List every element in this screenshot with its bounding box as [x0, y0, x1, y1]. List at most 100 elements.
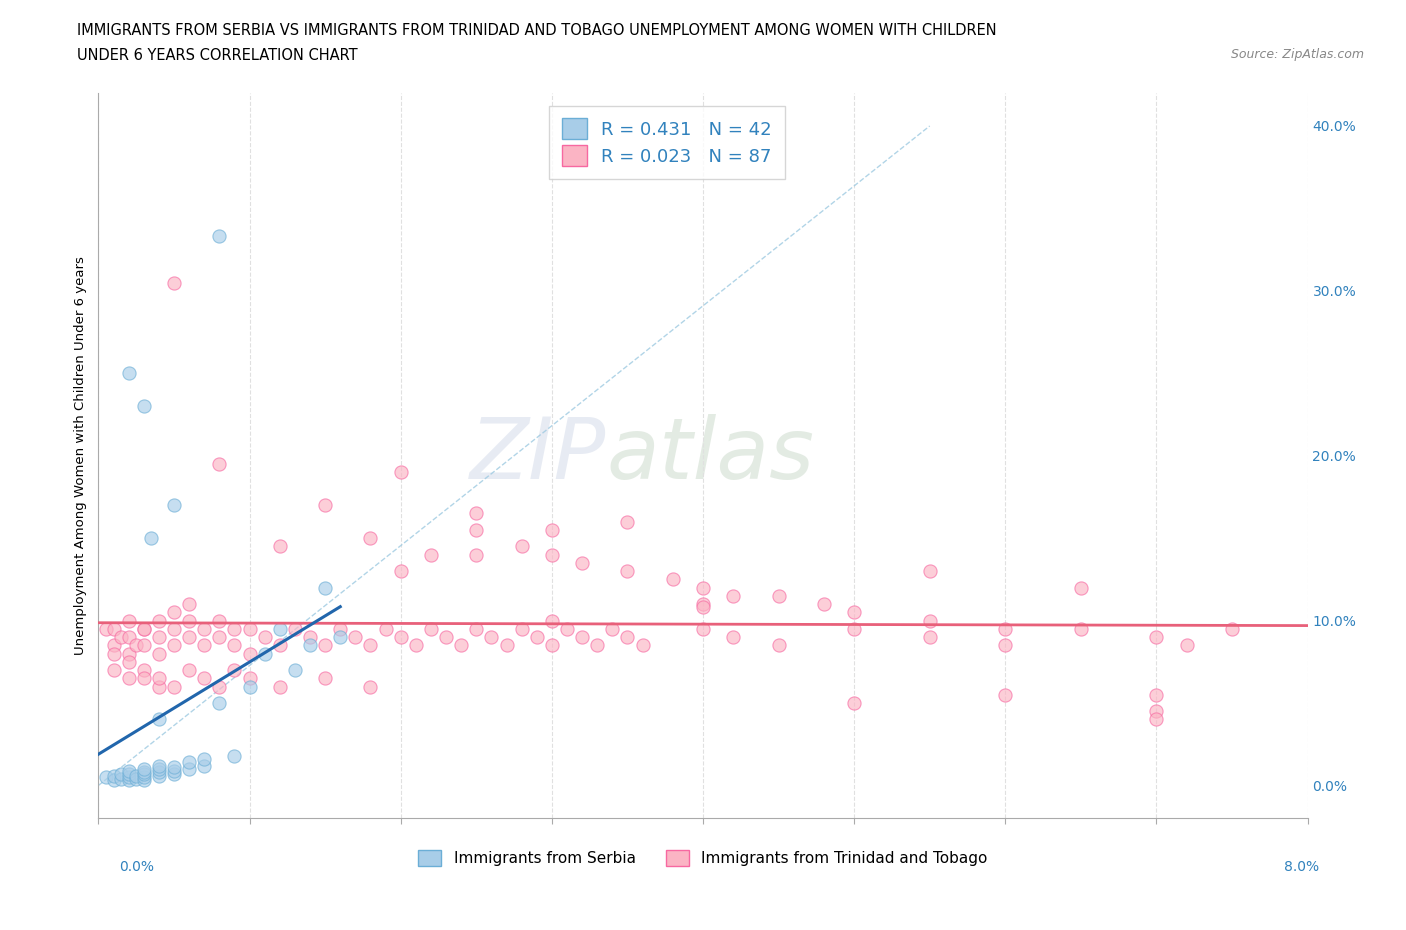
Point: [193, 638, 215, 653]
Point: [163, 604, 186, 619]
Point: [94, 621, 117, 636]
Point: [434, 630, 457, 644]
Point: [1146, 704, 1168, 719]
Point: [125, 638, 148, 653]
Point: [179, 630, 201, 644]
Point: [374, 621, 396, 636]
Point: [118, 770, 141, 785]
Text: UNDER 6 YEARS CORRELATION CHART: UNDER 6 YEARS CORRELATION CHART: [77, 48, 359, 63]
Point: [148, 671, 170, 685]
Legend: Immigrants from Serbia, Immigrants from Trinidad and Tobago: Immigrants from Serbia, Immigrants from …: [412, 844, 994, 872]
Point: [179, 762, 201, 777]
Point: [118, 646, 141, 661]
Point: [163, 621, 186, 636]
Point: [118, 766, 141, 781]
Point: [125, 771, 148, 786]
Point: [103, 768, 125, 783]
Point: [768, 638, 790, 653]
Point: [269, 679, 291, 694]
Point: [768, 589, 790, 604]
Point: [132, 621, 155, 636]
Point: [163, 764, 186, 778]
Point: [465, 621, 488, 636]
Point: [284, 621, 307, 636]
Point: [224, 638, 246, 653]
Point: [193, 671, 215, 685]
Point: [118, 365, 141, 380]
Point: [269, 539, 291, 554]
Point: [692, 580, 714, 595]
Point: [405, 638, 427, 653]
Point: [148, 764, 170, 779]
Point: [148, 768, 170, 783]
Point: [148, 646, 170, 661]
Point: [420, 547, 443, 562]
Point: [239, 679, 262, 694]
Point: [526, 630, 548, 644]
Point: [269, 621, 291, 636]
Text: 8.0%: 8.0%: [1284, 859, 1319, 874]
Point: [179, 613, 201, 628]
Point: [994, 621, 1017, 636]
Point: [1146, 630, 1168, 644]
Point: [1220, 621, 1243, 636]
Point: [148, 613, 170, 628]
Point: [163, 760, 186, 775]
Point: [329, 630, 352, 644]
Point: [284, 662, 307, 677]
Point: [360, 638, 382, 653]
Point: [420, 621, 443, 636]
Point: [571, 555, 593, 570]
Point: [510, 539, 533, 554]
Point: [269, 638, 291, 653]
Point: [481, 630, 503, 644]
Point: [314, 671, 336, 685]
Point: [118, 613, 141, 628]
Point: [179, 662, 201, 677]
Point: [540, 638, 562, 653]
Point: [148, 758, 170, 773]
Point: [616, 630, 638, 644]
Point: [179, 597, 201, 612]
Point: [163, 498, 186, 512]
Point: [1070, 621, 1092, 636]
Point: [253, 646, 276, 661]
Point: [208, 613, 231, 628]
Point: [918, 613, 941, 628]
Point: [132, 638, 155, 653]
Point: [465, 506, 488, 521]
Point: [132, 766, 155, 781]
Point: [314, 580, 336, 595]
Point: [163, 275, 186, 290]
Point: [193, 758, 215, 773]
Point: [661, 572, 683, 587]
Text: Source: ZipAtlas.com: Source: ZipAtlas.com: [1230, 48, 1364, 61]
Point: [314, 638, 336, 653]
Point: [540, 613, 562, 628]
Point: [118, 655, 141, 670]
Point: [103, 773, 125, 788]
Point: [118, 773, 141, 788]
Point: [495, 638, 517, 653]
Point: [1070, 580, 1092, 595]
Point: [314, 498, 336, 512]
Point: [239, 646, 262, 661]
Point: [118, 671, 141, 685]
Text: IMMIGRANTS FROM SERBIA VS IMMIGRANTS FROM TRINIDAD AND TOBAGO UNEMPLOYMENT AMONG: IMMIGRANTS FROM SERBIA VS IMMIGRANTS FRO…: [77, 23, 997, 38]
Point: [692, 600, 714, 615]
Point: [239, 671, 262, 685]
Point: [132, 773, 155, 788]
Point: [163, 766, 186, 781]
Point: [103, 621, 125, 636]
Text: 0.0%: 0.0%: [120, 859, 155, 874]
Point: [540, 547, 562, 562]
Point: [163, 679, 186, 694]
Point: [844, 621, 866, 636]
Point: [571, 630, 593, 644]
Y-axis label: Unemployment Among Women with Children Under 6 years: Unemployment Among Women with Children U…: [75, 257, 87, 655]
Point: [118, 630, 141, 644]
Point: [179, 755, 201, 770]
Point: [125, 768, 148, 783]
Point: [631, 638, 654, 653]
Point: [389, 465, 412, 480]
